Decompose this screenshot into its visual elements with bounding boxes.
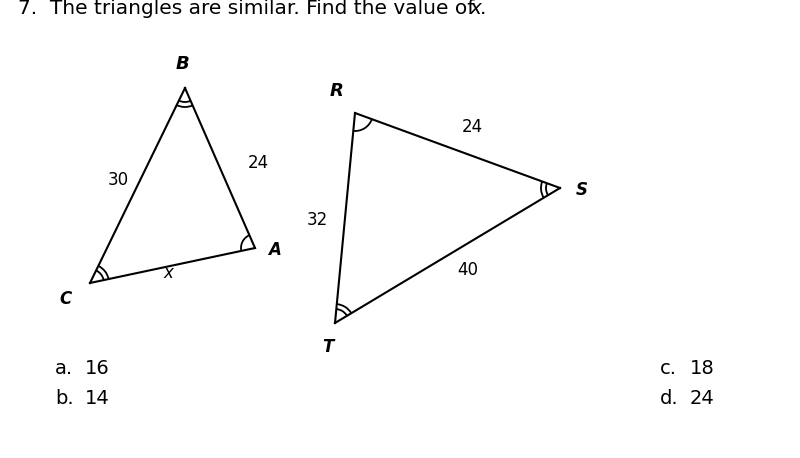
Text: C: C bbox=[60, 290, 72, 308]
Text: 7.  The triangles are similar. Find the value of: 7. The triangles are similar. Find the v… bbox=[18, 0, 481, 18]
Text: 14: 14 bbox=[85, 388, 110, 408]
Text: x: x bbox=[470, 0, 482, 18]
Text: T: T bbox=[322, 338, 334, 356]
Text: 24: 24 bbox=[248, 154, 269, 172]
Text: 16: 16 bbox=[85, 359, 110, 377]
Text: 24: 24 bbox=[462, 118, 482, 136]
Text: 30: 30 bbox=[107, 171, 129, 189]
Text: 24: 24 bbox=[690, 388, 714, 408]
Text: d.: d. bbox=[660, 388, 678, 408]
Text: 40: 40 bbox=[458, 261, 478, 279]
Text: x: x bbox=[163, 264, 173, 282]
Text: 32: 32 bbox=[306, 211, 328, 229]
Text: B: B bbox=[175, 55, 189, 73]
Text: .: . bbox=[480, 0, 486, 18]
Text: R: R bbox=[329, 82, 343, 100]
Text: S: S bbox=[576, 181, 588, 199]
Text: a.: a. bbox=[55, 359, 73, 377]
Text: b.: b. bbox=[55, 388, 74, 408]
Text: c.: c. bbox=[660, 359, 677, 377]
Text: A: A bbox=[268, 241, 281, 259]
Text: 18: 18 bbox=[690, 359, 714, 377]
